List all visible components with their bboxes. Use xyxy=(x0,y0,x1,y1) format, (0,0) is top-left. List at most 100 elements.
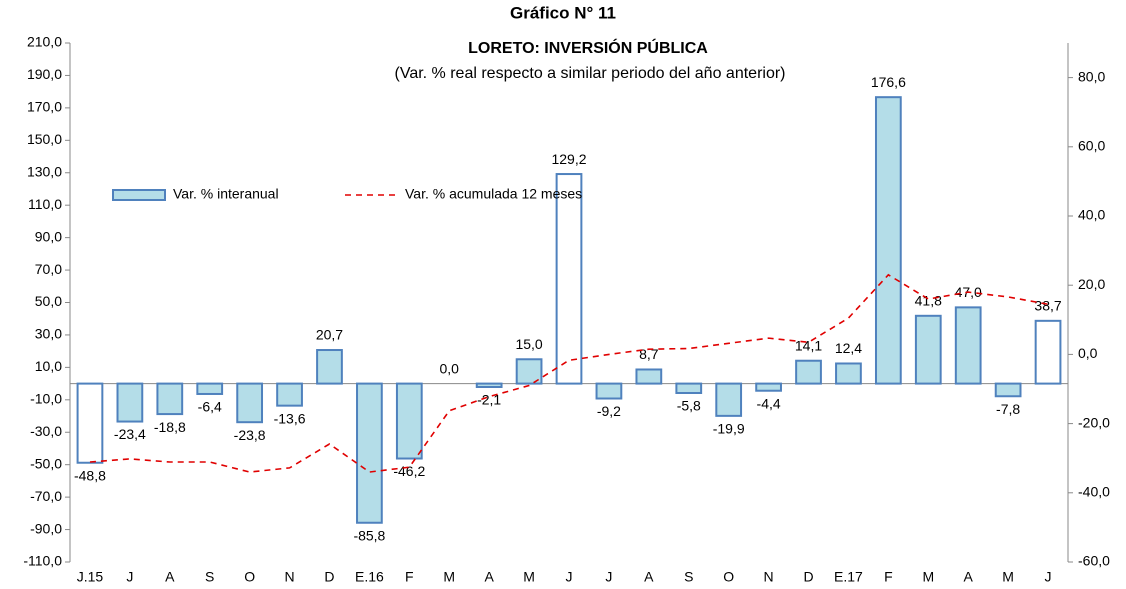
bar xyxy=(395,382,423,460)
y2-tick-label: -20,0 xyxy=(1078,414,1110,430)
y-tick-label: -70,0 xyxy=(30,488,62,504)
x-tick-label: J xyxy=(566,569,573,585)
y-tick-label: 50,0 xyxy=(35,293,62,309)
bar xyxy=(675,382,703,395)
y-tick-label: 130,0 xyxy=(27,163,62,179)
x-tick-label: N xyxy=(764,569,774,585)
x-tick-label: A xyxy=(644,569,654,585)
data-label: -46,2 xyxy=(393,463,425,479)
legend-swatch xyxy=(112,189,166,201)
data-label: 15,0 xyxy=(515,336,542,352)
x-tick-label: S xyxy=(684,569,693,585)
x-tick-label: F xyxy=(884,569,893,585)
x-tick-label: J xyxy=(1045,569,1052,585)
bar xyxy=(356,382,383,524)
y2-tick-label: 80,0 xyxy=(1078,68,1105,84)
data-label: 176,6 xyxy=(871,74,906,90)
data-label: 129,2 xyxy=(551,151,586,167)
y-tick-label: -50,0 xyxy=(30,455,62,471)
x-tick-label: E.16 xyxy=(355,569,384,585)
bar xyxy=(196,382,224,395)
y-tick-label: 210,0 xyxy=(27,34,62,50)
x-tick-label: J.15 xyxy=(77,569,104,585)
y2-tick-label: -40,0 xyxy=(1078,484,1110,500)
x-tick-label: M xyxy=(443,569,455,585)
x-tick-label: A xyxy=(484,569,494,585)
data-label: -9,2 xyxy=(597,403,621,419)
line xyxy=(89,273,1049,473)
x-tick-label: O xyxy=(244,569,255,585)
bar xyxy=(914,314,942,385)
chart-note: (Var. % real respecto a similar periodo … xyxy=(395,65,786,82)
data-label: -5,8 xyxy=(677,398,701,414)
x-tick-label: A xyxy=(165,569,175,585)
y2-tick-label: 0,0 xyxy=(1078,345,1098,361)
data-label: -18,8 xyxy=(154,419,186,435)
data-label: 41,8 xyxy=(915,293,942,309)
bar xyxy=(954,306,982,385)
y-tick-label: -30,0 xyxy=(30,423,62,439)
y-tick-label: 30,0 xyxy=(35,326,62,342)
bar xyxy=(76,382,104,464)
bar xyxy=(635,368,663,385)
y-tick-label: 10,0 xyxy=(35,358,62,374)
chart-title: Gráfico N° 11 xyxy=(510,3,616,22)
bar xyxy=(755,382,782,392)
data-label: -4,4 xyxy=(757,395,781,411)
x-tick-label: M xyxy=(922,569,934,585)
bar xyxy=(116,382,144,423)
x-tick-label: O xyxy=(723,569,734,585)
bar xyxy=(276,382,303,407)
x-tick-label: S xyxy=(205,569,214,585)
y-tick-label: 150,0 xyxy=(27,131,62,147)
x-tick-label: N xyxy=(284,569,294,585)
y-tick-label: -110,0 xyxy=(23,553,62,569)
y-tick-label: 110,0 xyxy=(28,196,62,212)
x-tick-label: E.17 xyxy=(834,569,863,585)
chart-subtitle: LORETO: INVERSIÓN PÚBLICA xyxy=(468,38,708,57)
legend-label: Var. % interanual xyxy=(173,186,279,202)
x-tick-label: J xyxy=(126,569,133,585)
y-tick-label: 170,0 xyxy=(27,99,62,115)
bar xyxy=(475,382,503,388)
bar xyxy=(994,382,1022,398)
data-label: -19,9 xyxy=(713,421,745,437)
data-label: -23,8 xyxy=(234,427,266,443)
bar xyxy=(316,349,343,385)
x-tick-label: F xyxy=(405,569,414,585)
data-label: -2,1 xyxy=(477,392,501,408)
y-tick-label: 90,0 xyxy=(35,228,62,244)
y-tick-label: -90,0 xyxy=(30,520,62,536)
data-label: 0,0 xyxy=(440,360,460,376)
data-label: 38,7 xyxy=(1034,298,1061,314)
x-tick-label: D xyxy=(803,569,813,585)
bar xyxy=(555,173,583,385)
data-label: -48,8 xyxy=(74,467,106,483)
y2-tick-label: -60,0 xyxy=(1078,553,1110,569)
data-label: 20,7 xyxy=(316,327,343,343)
data-label: -23,4 xyxy=(114,426,146,442)
data-label: 8,7 xyxy=(639,346,659,362)
bar xyxy=(156,382,184,416)
y2-tick-label: 40,0 xyxy=(1078,207,1105,223)
data-label: 12,4 xyxy=(835,340,862,356)
data-label: -13,6 xyxy=(274,410,306,426)
bar xyxy=(715,382,743,417)
x-tick-label: M xyxy=(523,569,535,585)
x-tick-label: J xyxy=(605,569,612,585)
data-label: 14,1 xyxy=(795,337,822,353)
legend-label: Var. % acumulada 12 meses xyxy=(405,186,582,202)
x-tick-label: D xyxy=(324,569,334,585)
y-tick-label: 70,0 xyxy=(35,261,62,277)
y-tick-label: 190,0 xyxy=(27,66,62,82)
y-tick-label: -10,0 xyxy=(30,391,62,407)
bar xyxy=(795,359,822,385)
bar xyxy=(874,96,902,385)
bar xyxy=(236,382,264,424)
bar xyxy=(595,382,623,400)
y2-tick-label: 20,0 xyxy=(1078,276,1105,292)
data-label: -7,8 xyxy=(996,401,1020,417)
bar xyxy=(1034,319,1062,385)
data-label: -6,4 xyxy=(198,399,222,415)
